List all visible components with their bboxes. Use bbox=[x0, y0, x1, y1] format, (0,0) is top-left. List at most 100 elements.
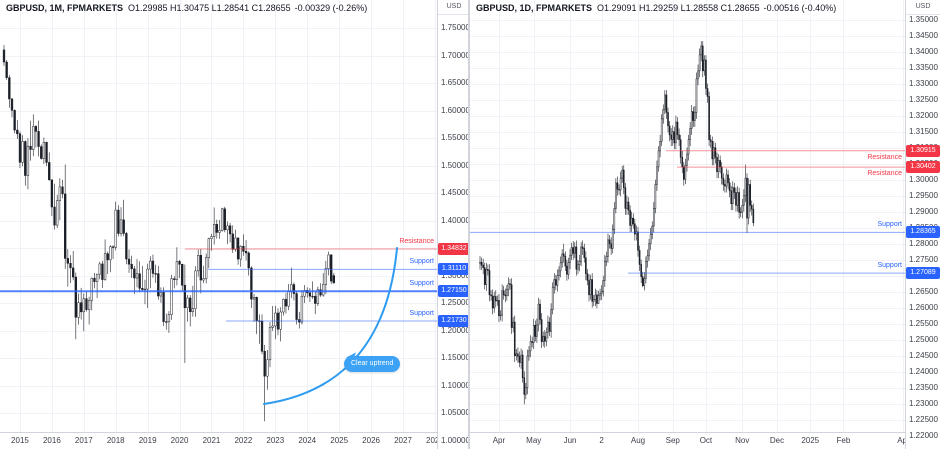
price-tick: 1.32500 bbox=[909, 95, 938, 104]
price-tick: 1.25500 bbox=[909, 319, 938, 328]
time-tick: Sep bbox=[665, 436, 680, 445]
symbol-label: GBPUSD, 1D, FPMARKETS bbox=[476, 3, 593, 13]
price-tick: 1.65000 bbox=[441, 78, 470, 88]
price-tick: 1.25000 bbox=[441, 298, 470, 308]
time-tick: 2025 bbox=[801, 436, 820, 445]
level-label-support: Support bbox=[409, 280, 434, 288]
price-tick: 1.75000 bbox=[441, 23, 470, 33]
candlestick-chart[interactable] bbox=[0, 0, 437, 432]
level-label-support: Support bbox=[877, 262, 902, 270]
price-tick: 1.10000 bbox=[441, 380, 470, 390]
clear-uptrend-callout[interactable]: Clear uptrend bbox=[344, 356, 401, 372]
price-tick: 1.35000 bbox=[909, 15, 938, 24]
currency-label: USD bbox=[438, 0, 470, 15]
price-axis-daily[interactable]: USD 1.35000 1.34500 1.34000 1.33500 1.33000 1… bbox=[905, 0, 940, 449]
time-tick: 2017 bbox=[74, 436, 93, 445]
price-tick: 1.24500 bbox=[909, 351, 938, 360]
change-value: -0.00516 (-0.40%) bbox=[763, 3, 837, 13]
candlestick-chart[interactable] bbox=[470, 0, 905, 432]
price-level-tag: 1.31110 bbox=[438, 263, 470, 276]
time-tick: Nov bbox=[735, 436, 750, 445]
level-label-support: Support bbox=[409, 258, 434, 266]
chart-pane-daily[interactable]: Resistance Resistance Support Support bbox=[470, 0, 905, 432]
time-tick: Aug bbox=[630, 436, 646, 445]
time-tick: 2024 bbox=[298, 436, 317, 445]
price-tick: 1.23000 bbox=[909, 399, 938, 408]
time-tick: Dec bbox=[769, 436, 785, 445]
chart-legend-monthly[interactable]: GBPUSD, 1M, FPMARKETS O1.29985 H1.30475 L… bbox=[6, 3, 367, 13]
time-tick: 2016 bbox=[42, 436, 61, 445]
price-tick: 1.23500 bbox=[909, 383, 938, 392]
panel-divider[interactable] bbox=[468, 0, 470, 449]
price-tick: 1.55000 bbox=[441, 133, 470, 143]
price-level-tag: 1.28365 bbox=[906, 226, 940, 239]
price-tick: 1.22000 bbox=[909, 431, 938, 440]
price-level-tag: 1.30402 bbox=[906, 161, 940, 174]
level-label-support: Support bbox=[409, 310, 434, 318]
time-tick: 2021 bbox=[202, 436, 221, 445]
time-tick: May bbox=[526, 436, 542, 445]
price-tick: 1.30000 bbox=[909, 175, 938, 184]
candles-series bbox=[479, 41, 755, 405]
price-tick: 1.29500 bbox=[909, 191, 938, 200]
time-tick: Feb bbox=[836, 436, 851, 445]
symbol-label: GBPUSD, 1M, FPMARKETS bbox=[6, 3, 124, 13]
price-tick: 1.33000 bbox=[909, 79, 938, 88]
currency-label: USD bbox=[906, 0, 940, 15]
price-tick: 1.15000 bbox=[441, 353, 470, 363]
price-level-tag: 1.21730 bbox=[438, 315, 470, 328]
time-tick: 2 bbox=[599, 436, 604, 445]
price-tick: 1.22500 bbox=[909, 415, 938, 424]
chart-legend-daily[interactable]: GBPUSD, 1D, FPMARKETS O1.29091 H1.29259 L… bbox=[476, 3, 836, 13]
price-level-tag: 1.27089 bbox=[906, 267, 940, 280]
level-label-resistance: Resistance bbox=[867, 170, 902, 178]
price-tick: 1.05000 bbox=[441, 408, 470, 418]
price-tick: 1.26000 bbox=[909, 303, 938, 312]
price-tick: 1.25000 bbox=[909, 335, 938, 344]
price-tick: 1.27500 bbox=[909, 255, 938, 264]
time-tick: Oct bbox=[699, 436, 713, 445]
price-tick: 1.20000 bbox=[441, 325, 470, 335]
time-tick: 2015 bbox=[11, 436, 29, 445]
price-tick: 1.70000 bbox=[441, 50, 470, 60]
time-tick: Apr bbox=[492, 436, 506, 445]
chart-pane-monthly[interactable]: Resistance Support Support Support bbox=[0, 0, 437, 432]
change-value: -0.00329 (-0.26%) bbox=[294, 3, 368, 13]
gridlines bbox=[470, 0, 905, 432]
time-tick: 2027 bbox=[394, 436, 412, 445]
level-label-resistance: Resistance bbox=[867, 153, 902, 161]
price-tick: 1.26500 bbox=[909, 287, 938, 296]
price-level-tag: 1.34832 bbox=[438, 242, 470, 255]
ohlc-values: O1.29091 H1.29259 L1.28558 C1.28655 bbox=[597, 3, 760, 13]
gridlines bbox=[0, 0, 437, 432]
chart-panel-monthly: Resistance Support Support Support GBPUSD, … bbox=[0, 0, 470, 450]
ohlc-values: O1.29985 H1.30475 L1.28541 C1.28655 bbox=[128, 3, 291, 13]
price-tick: 1.50000 bbox=[441, 160, 470, 170]
time-tick: 2025 bbox=[330, 436, 349, 445]
price-tick: 1.60000 bbox=[441, 105, 470, 115]
candles-series bbox=[2, 44, 335, 422]
price-tick: 1.29000 bbox=[909, 207, 938, 216]
time-axis-monthly[interactable]: 2015 2016 2017 2018 2019 2020 2021 2022 2023 2024… bbox=[0, 432, 444, 450]
price-tick: 1.33500 bbox=[909, 63, 938, 72]
price-axis-monthly[interactable]: USD 1.75000 1.70000 1.65000 1.60000 1.55000 1… bbox=[437, 0, 470, 449]
price-level-tag: 1.30915 bbox=[906, 144, 940, 157]
level-label-support: Support bbox=[877, 221, 902, 229]
time-tick: 2019 bbox=[138, 436, 157, 445]
chart-panel-daily: Resistance Resistance Support Support GBPUS… bbox=[470, 0, 940, 450]
price-tick: 1.45000 bbox=[441, 188, 470, 198]
time-tick: 2028 bbox=[426, 436, 444, 445]
price-tick: 1.32000 bbox=[909, 111, 938, 120]
time-tick: Apr bbox=[897, 436, 910, 445]
price-tick: 1.00000 bbox=[441, 435, 470, 445]
time-tick: 2023 bbox=[266, 436, 285, 445]
price-tick: 1.28000 bbox=[909, 239, 938, 248]
price-level-tag: 1.27150 bbox=[438, 285, 470, 298]
time-axis-daily[interactable]: Apr May Jun 2 Aug Sep Oct Nov Dec 2025 Feb Apr bbox=[470, 432, 910, 450]
time-tick: Jun bbox=[563, 436, 577, 445]
time-tick: 2018 bbox=[106, 436, 125, 445]
price-tick: 1.34000 bbox=[909, 47, 938, 56]
price-tick: 1.30000 bbox=[441, 270, 470, 280]
time-tick: 2022 bbox=[234, 436, 253, 445]
